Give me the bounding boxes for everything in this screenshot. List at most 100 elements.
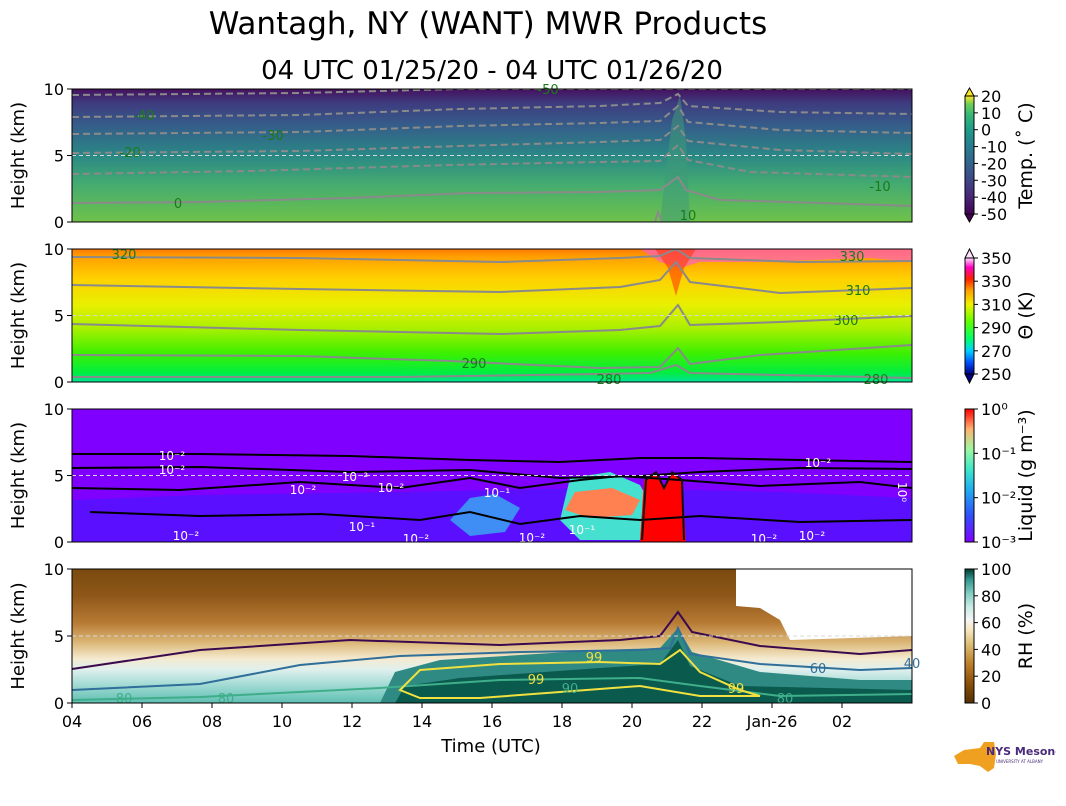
colorbar-tick-label: 350 [981, 249, 1012, 268]
x-tick-label: Jan-26 [746, 712, 798, 731]
subtitle: 04 UTC 01/25/20 - 04 UTC 01/26/20 [261, 56, 723, 86]
colorbar-liquid [964, 408, 975, 543]
contour-label: 90 [562, 682, 579, 697]
y-axis-label: Height (km) [8, 422, 29, 529]
colorbar-tick-label: -40 [981, 188, 1007, 207]
contour-label: -50 [537, 83, 558, 98]
contour-label: 10⁻² [751, 532, 778, 546]
colorbar-theta-arrow-bottom [964, 373, 975, 385]
contour-label: 99 [528, 673, 545, 688]
contour-1e-2-upper [72, 453, 912, 464]
y-tick-label: 0 [54, 533, 64, 552]
contour-1e0 [641, 470, 685, 541]
colorbar-theta-arrow-top [964, 247, 975, 259]
x-tick-label: 18 [552, 712, 572, 731]
colorbar-tick-label: 250 [981, 365, 1012, 384]
colorbar-theta [964, 257, 975, 375]
contour-label: 10⁻² [290, 483, 317, 497]
liquid-red-core [640, 472, 686, 542]
liquid-orange-blob [565, 488, 640, 518]
colorbar-temperature-arrow-bottom [964, 213, 975, 224]
y-tick-label: 10 [44, 560, 64, 579]
contour-1e-2-mid [72, 465, 912, 480]
contour-label: 10⁻² [519, 531, 546, 545]
y-tick-label: 0 [54, 213, 64, 232]
contour-label: 290 [462, 357, 487, 372]
contour-label: 10⁻² [799, 529, 826, 543]
contour-1e-2-lower [72, 474, 912, 492]
contour-290 [72, 344, 912, 370]
colorbar-label: Temp. (˚ C) [1015, 102, 1037, 209]
contour-label: 10⁻² [342, 470, 369, 484]
x-tick-label: 08 [202, 712, 222, 731]
colorbar-tick-label: -30 [981, 171, 1007, 190]
colorbar-label: Θ (K) [1015, 291, 1037, 339]
temperature-contour-labels: -50 -40 -30 -20 -10 0 10 [119, 83, 890, 224]
colorbar-tick-label: 100 [981, 560, 1012, 579]
contour-label: -20 [119, 146, 140, 161]
contour-label: 10⁰ [895, 482, 909, 502]
contour-label: 10⁻² [805, 456, 832, 470]
contour-label: 80 [777, 692, 794, 707]
colorbar-tick-label: 10⁰ [981, 400, 1008, 419]
contour-99 [398, 648, 761, 699]
y-tick-label: 5 [54, 307, 64, 326]
contour-label: 10⁻² [173, 529, 200, 543]
colorbar-label: RH (%) [1015, 603, 1037, 669]
y-tick-label: 5 [54, 467, 64, 486]
theta-contours [72, 249, 912, 379]
y-tick-label: 10 [44, 240, 64, 259]
contour-label: 80 [218, 692, 235, 707]
colorbar-tick-label: -20 [981, 154, 1007, 173]
colorbar-tick-label: 10⁻¹ [981, 444, 1016, 463]
contour-label: 10⁻¹ [569, 523, 596, 537]
x-tick-label: 10 [272, 712, 292, 731]
contour-label: 280 [597, 373, 622, 388]
contour-label: 10 [680, 209, 697, 224]
colorbar-tick-label: 10 [981, 104, 1001, 123]
x-tick-label: 04 [62, 712, 82, 731]
y-axis-label: Height (km) [8, 582, 29, 689]
contour-label: 10⁻² [378, 481, 405, 495]
contour-10 [654, 208, 663, 222]
rh-missing-data [700, 569, 912, 640]
contour-80 [72, 676, 912, 701]
contour-1e-1 [89, 510, 912, 526]
colorbar-tick-label: 20 [981, 667, 1001, 686]
colorbar-tick-label: 10⁻³ [981, 533, 1016, 552]
main-title: Wantagh, NY (WANT) MWR Products [208, 6, 768, 42]
y-tick-label: 10 [44, 80, 64, 99]
contour-minus50 [72, 89, 912, 96]
svg-text:NYS Mesonet: NYS Mesonet [986, 745, 1056, 758]
x-tick-label: 22 [692, 712, 712, 731]
temperature-contours [72, 89, 912, 222]
liquid-contours [72, 453, 912, 541]
contour-320 [72, 249, 912, 264]
colorbar-temperature-arrow-top [964, 86, 975, 97]
contour-label: 80 [116, 692, 133, 707]
colorbar-tick-label: 290 [981, 319, 1012, 338]
colorbar-tick-label: 10⁻² [981, 489, 1016, 508]
colorbars [964, 86, 975, 704]
rh-dark-core [395, 640, 912, 703]
contour-label: 10⁻¹ [484, 486, 511, 500]
x-tick-label: 14 [412, 712, 432, 731]
y-tick-label: 0 [54, 373, 64, 392]
contour-label: 10⁻² [159, 463, 186, 477]
contour-minus30 [72, 104, 912, 135]
colorbar-tick-label: 20 [981, 87, 1001, 106]
theta-top-pink [640, 249, 912, 268]
contour-minus10 [72, 143, 912, 178]
contour-label: 99 [586, 651, 603, 666]
colorbar-label: Liquid (g m⁻³) [1015, 409, 1037, 541]
contour-label: 330 [840, 250, 865, 265]
contour-minus20 [72, 124, 912, 155]
svg-text:UNIVERSITY AT ALBANY: UNIVERSITY AT ALBANY [996, 759, 1044, 764]
contour-label: 60 [810, 662, 827, 677]
y-axis-label: Height (km) [8, 262, 29, 369]
colorbar-tick-label: -50 [981, 205, 1007, 224]
contour-minus40 [72, 92, 912, 118]
y-axis-label: Height (km) [8, 102, 29, 209]
y-tick-label: 10 [44, 400, 64, 419]
